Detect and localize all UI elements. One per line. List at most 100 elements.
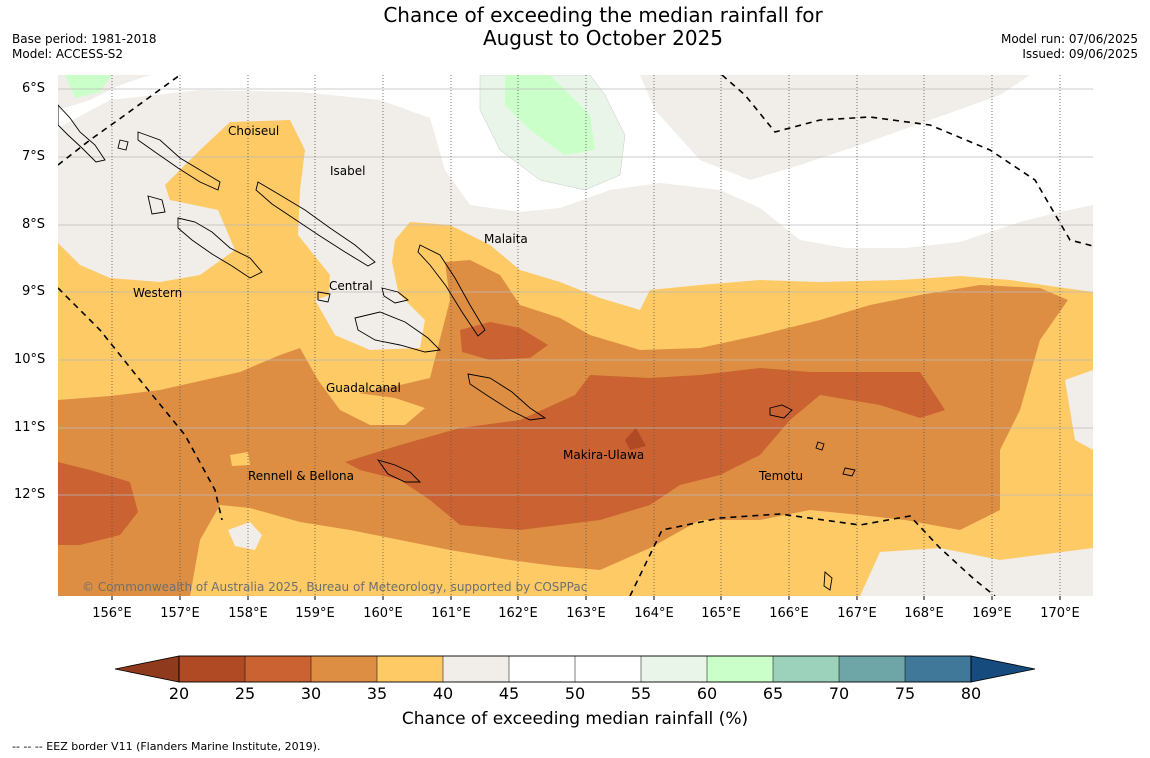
lon-label-160e: 160°E <box>363 606 403 621</box>
lon-label-169e: 169°E <box>972 606 1012 621</box>
lon-label-159e: 159°E <box>295 606 335 621</box>
island-rennell <box>376 459 422 483</box>
colorbar-cell-25-30 <box>244 655 312 683</box>
island-santa-cruz <box>769 404 793 419</box>
lon-label-166e: 166°E <box>769 606 809 621</box>
band-25-30-malaita <box>460 322 548 360</box>
colorbar-tick-45: 45 <box>498 684 520 703</box>
title-line-2: August to October 2025 <box>482 26 724 50</box>
lon-label-158e: 158°E <box>228 606 268 621</box>
colorbar-tick-70: 70 <box>828 684 850 703</box>
base-period: Base period: 1981-2018 <box>12 32 157 46</box>
region-label-choiseul: Choiseul <box>228 124 280 138</box>
lon-label-163e: 163°E <box>566 606 606 621</box>
model-name: Model: ACCESS-S2 <box>12 47 124 61</box>
band-60-65-nw <box>65 75 112 98</box>
island-florida <box>381 287 410 304</box>
colorbar-cell-50-55 <box>574 655 642 683</box>
band-45-50-patch-sw <box>228 522 262 550</box>
eez-border <box>58 75 1093 596</box>
title-line-1: Chance of exceeding the median rainfall … <box>383 3 823 27</box>
region-label-malaita: Malaita <box>484 232 528 246</box>
island-malaita <box>417 244 486 337</box>
colorbar-label: Chance of exceeding median rainfall (%) <box>401 709 749 729</box>
region-label-central: Central <box>329 279 373 293</box>
colorbar-tick-20: 20 <box>168 684 190 703</box>
lon-label-164e: 164°E <box>634 606 674 621</box>
eez-note: -- -- -- EEZ border V11 (Flanders Marine… <box>12 740 321 753</box>
lat-label-10s: 10°S <box>14 352 46 367</box>
band-25-30-central <box>345 368 945 530</box>
lat-label-8s: 8°S <box>22 217 46 232</box>
island-makira <box>467 373 547 421</box>
region-label-guadalcanal: Guadalcanal <box>326 381 401 395</box>
lon-label-161e: 161°E <box>431 606 471 621</box>
colorbar-cell-65-70 <box>772 655 840 683</box>
colorbar-tick-80: 80 <box>960 684 982 703</box>
island-tikopia <box>842 467 856 477</box>
region-label-western: Western <box>133 286 183 300</box>
colorbar-tick-75: 75 <box>894 684 916 703</box>
colorbar-tick-65: 65 <box>762 684 784 703</box>
colorbar-tick-55: 55 <box>630 684 652 703</box>
map-title: Chance of exceeding the median rainfall … <box>0 4 1150 50</box>
region-label-isabel: Isabel <box>330 164 366 178</box>
lon-label-156e: 156°E <box>92 606 132 621</box>
band-45-50-patch-se <box>860 548 1093 596</box>
meta-right: Model run: 07/06/2025 Issued: 09/06/2025 <box>1001 32 1138 62</box>
island-russell <box>317 291 331 303</box>
colorbar-tick-60: 60 <box>696 684 718 703</box>
lat-label-11s: 11°S <box>14 420 46 435</box>
band-45-50-central <box>315 285 425 350</box>
colorbar-cell-30-35 <box>310 655 378 683</box>
lat-label-6s: 6°S <box>22 81 46 96</box>
lon-ticks <box>111 596 1061 600</box>
colorbar-cell-70-75 <box>838 655 906 683</box>
colorbar-cell-20-25 <box>178 655 246 683</box>
band-35-40-pocket-east <box>680 302 710 320</box>
colorbar-cell-75-80 <box>904 655 972 683</box>
band-35-40-pocket-guadalcanal <box>318 380 425 425</box>
colorbar-tick-40: 40 <box>432 684 454 703</box>
meta-left: Base period: 1981-2018 Model: ACCESS-S2 <box>12 32 157 62</box>
island-vanikoro <box>815 441 825 451</box>
lat-label-12s: 12°S <box>14 487 46 502</box>
lon-label-167e: 167°E <box>837 606 877 621</box>
band-35-40-pocket-west <box>290 300 300 325</box>
island-bougainville <box>58 104 106 163</box>
lat-label-9s: 9°S <box>22 284 46 299</box>
colorbar-tick-35: 35 <box>366 684 388 703</box>
band-60-65 <box>505 75 595 155</box>
issued-date: Issued: 09/06/2025 <box>1022 47 1138 61</box>
island-vella <box>147 195 166 215</box>
island-choiseul <box>137 131 221 191</box>
lon-label-157e: 157°E <box>160 606 200 621</box>
island-vanuatu-north <box>823 571 833 591</box>
colorbar-cell-40-45 <box>442 655 510 683</box>
model-run-date: Model run: 07/06/2025 <box>1000 32 1138 46</box>
colorbar-tick-25: 25 <box>234 684 256 703</box>
lon-label-165e: 165°E <box>701 606 741 621</box>
region-label-temotu: Temotu <box>759 469 804 483</box>
band-45-50-patch-e <box>1065 370 1093 450</box>
colorbar-cell-35-40 <box>376 655 444 683</box>
band-20-25 <box>625 428 646 450</box>
island-isabel <box>255 181 376 267</box>
island-shortland <box>117 139 129 151</box>
colorbar-cell-45-50 <box>508 655 576 683</box>
colorbar-tick-30: 30 <box>300 684 322 703</box>
island-new-georgia <box>177 217 263 279</box>
lon-label-168e: 168°E <box>904 606 944 621</box>
colorbar-tick-50: 50 <box>564 684 586 703</box>
copyright-notice: © Commonwealth of Australia 2025, Bureau… <box>82 580 588 594</box>
map-fill-layers <box>58 75 1093 596</box>
region-label-rennell-bellona: Rennell & Bellona <box>248 469 355 483</box>
band-35-40-pocket-rennell <box>230 452 250 466</box>
lat-label-7s: 7°S <box>22 149 46 164</box>
colorbar-under-arrow <box>114 655 180 683</box>
lat-gridlines <box>58 88 1093 496</box>
region-label-makira-ulawa: Makira-Ulawa <box>563 448 645 462</box>
colorbar-cell-60-65 <box>706 655 774 683</box>
